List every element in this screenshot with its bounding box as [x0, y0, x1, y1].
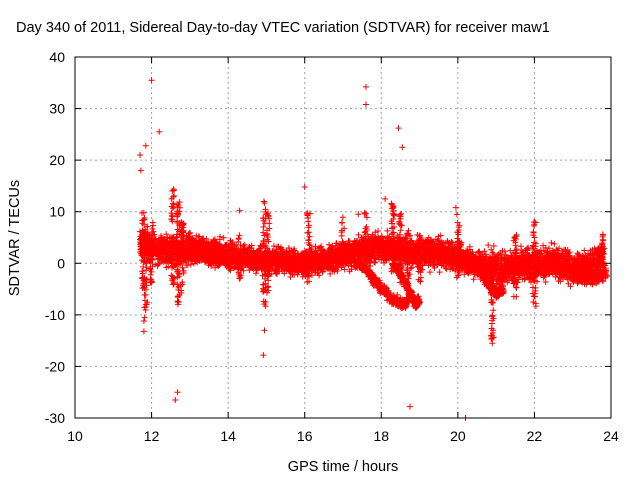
data-point — [436, 269, 443, 276]
data-point — [196, 233, 203, 240]
data-point — [240, 267, 247, 274]
data-point — [216, 241, 223, 248]
data-point — [485, 242, 492, 249]
data-point — [490, 242, 497, 249]
data-point — [228, 240, 235, 247]
data-point — [165, 263, 172, 270]
data-point — [581, 247, 588, 254]
data-points — [136, 77, 611, 421]
data-point — [220, 234, 227, 241]
data-point — [551, 240, 558, 247]
data-point — [155, 261, 162, 268]
data-point — [150, 228, 157, 235]
data-point — [470, 276, 477, 283]
data-point — [229, 239, 236, 246]
data-point — [548, 239, 555, 246]
data-point — [163, 231, 170, 238]
data-point — [192, 258, 199, 265]
data-point — [375, 227, 382, 234]
chart-title: Day 340 of 2011, Sidereal Day-to-day VTE… — [16, 20, 550, 36]
data-point — [248, 242, 255, 249]
data-point — [427, 269, 434, 276]
data-point — [182, 256, 189, 263]
data-point — [216, 236, 223, 243]
data-point — [488, 246, 495, 253]
